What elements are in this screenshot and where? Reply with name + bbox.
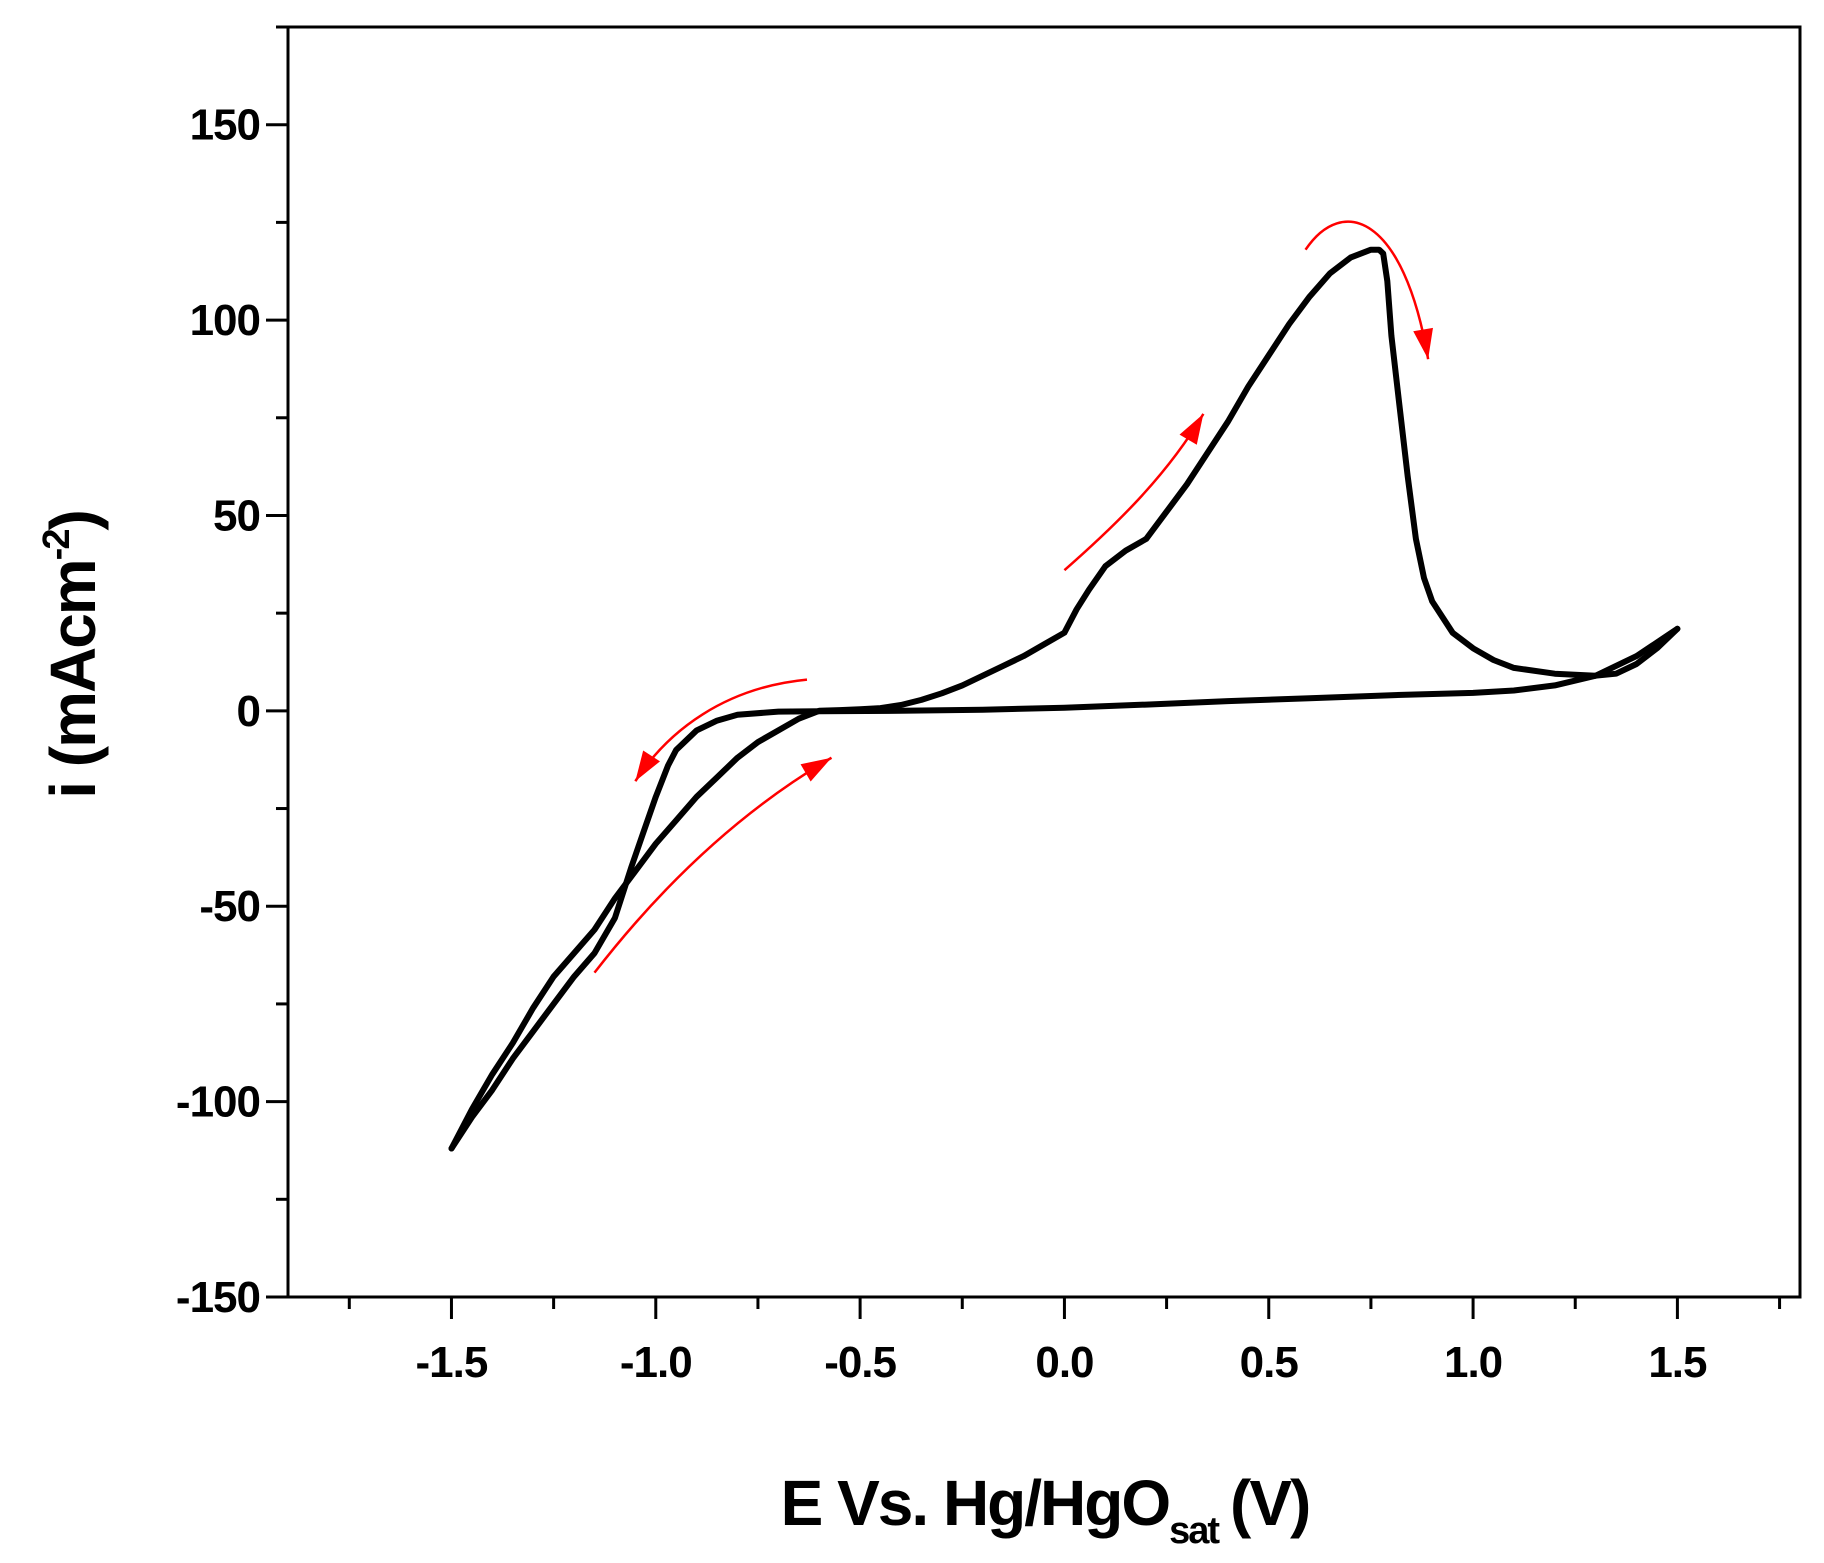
x-axis-title-unit: (V) bbox=[1230, 1467, 1309, 1539]
x-tick-label: -1.5 bbox=[416, 1338, 488, 1387]
sweep-arrow-head bbox=[635, 750, 660, 782]
cv-curve-forward-sweep bbox=[448, 246, 1681, 1152]
sweep-arrow-line bbox=[593, 756, 833, 974]
sweep-arrow-head bbox=[800, 757, 832, 782]
y-tick-label: -150 bbox=[176, 1273, 260, 1322]
x-axis-title: E Vs. Hg/HgOsat (V) bbox=[781, 1467, 1310, 1552]
x-tick-label: 0.0 bbox=[1035, 1338, 1093, 1387]
y-tick-label: 0 bbox=[237, 687, 260, 736]
x-tick-label: -1.0 bbox=[620, 1338, 692, 1387]
y-tick-label: -50 bbox=[199, 882, 260, 931]
x-axis-ticks bbox=[347, 1297, 1782, 1319]
x-axis-tick-labels: -1.5 -1.0 -0.5 0.0 0.5 1.0 1.5 bbox=[416, 1338, 1708, 1387]
cv-curve-reverse-sweep bbox=[448, 625, 1681, 1152]
y-axis-ticks bbox=[266, 25, 288, 1299]
y-tick-label: 100 bbox=[190, 296, 260, 345]
sweep-arrow-line bbox=[1304, 220, 1430, 360]
y-axis-title-end: ) bbox=[37, 511, 109, 530]
x-tick-label: -0.5 bbox=[824, 1338, 896, 1387]
x-tick-label: 1.5 bbox=[1648, 1338, 1707, 1387]
data-curves bbox=[448, 246, 1681, 1152]
x-tick-label: 1.0 bbox=[1444, 1338, 1502, 1387]
x-tick-label: 0.5 bbox=[1240, 1338, 1299, 1387]
y-axis-title: i (mAcm-2) bbox=[36, 511, 109, 799]
y-axis-tick-labels: -150 -100 -50 0 50 100 150 bbox=[176, 101, 261, 1322]
y-tick-label: 150 bbox=[190, 101, 260, 150]
y-axis-title-main: i (mAcm bbox=[37, 560, 109, 799]
y-tick-label: 50 bbox=[213, 491, 260, 540]
sweep-direction-arrows bbox=[593, 220, 1433, 974]
y-axis-title-superscript: -2 bbox=[36, 530, 78, 561]
x-axis-title-subscript: sat bbox=[1169, 1510, 1220, 1552]
sweep-arrow-head bbox=[1179, 413, 1204, 445]
y-tick-label: -100 bbox=[176, 1078, 260, 1127]
x-axis-title-main: E Vs. Hg/HgO bbox=[781, 1467, 1170, 1539]
plot-frame bbox=[286, 25, 1802, 1299]
sweep-arrow-head bbox=[1413, 327, 1433, 360]
